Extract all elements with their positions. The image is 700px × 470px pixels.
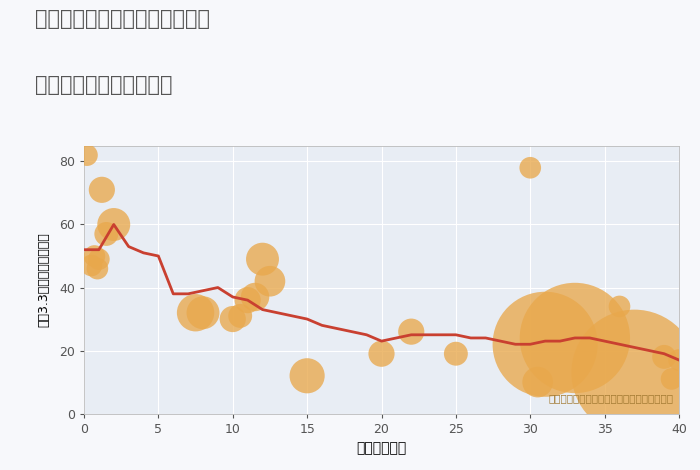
Point: [257, 255, 268, 263]
Point: [92, 265, 103, 273]
Point: [302, 372, 313, 380]
X-axis label: 築年数（年）: 築年数（年）: [356, 441, 407, 455]
Point: [108, 221, 119, 228]
Point: [673, 356, 685, 364]
Point: [93, 255, 104, 263]
Point: [569, 334, 580, 342]
Text: 築年数別中古戸建て価格: 築年数別中古戸建て価格: [35, 75, 172, 95]
Point: [197, 309, 209, 316]
Point: [376, 350, 387, 358]
Point: [666, 375, 677, 383]
Point: [614, 303, 625, 310]
Point: [265, 277, 276, 285]
Point: [81, 151, 92, 159]
Text: 円の大きさは、取引のあった物件面積を示す: 円の大きさは、取引のあった物件面積を示す: [548, 393, 673, 403]
Point: [450, 350, 461, 358]
Point: [540, 340, 551, 348]
Y-axis label: 平（3.3㎡）単価（万円）: 平（3.3㎡）単価（万円）: [38, 232, 50, 327]
Point: [629, 369, 640, 376]
Point: [242, 297, 253, 304]
Point: [234, 312, 246, 320]
Point: [190, 309, 201, 316]
Point: [101, 230, 112, 238]
Point: [406, 328, 417, 336]
Text: 兵庫県たつの市揖保川町正條の: 兵庫県たつの市揖保川町正條の: [35, 9, 210, 30]
Point: [86, 262, 97, 269]
Point: [532, 378, 543, 386]
Point: [227, 315, 238, 323]
Point: [249, 293, 260, 301]
Point: [96, 186, 108, 194]
Point: [659, 353, 670, 360]
Point: [89, 252, 100, 260]
Point: [525, 164, 536, 172]
